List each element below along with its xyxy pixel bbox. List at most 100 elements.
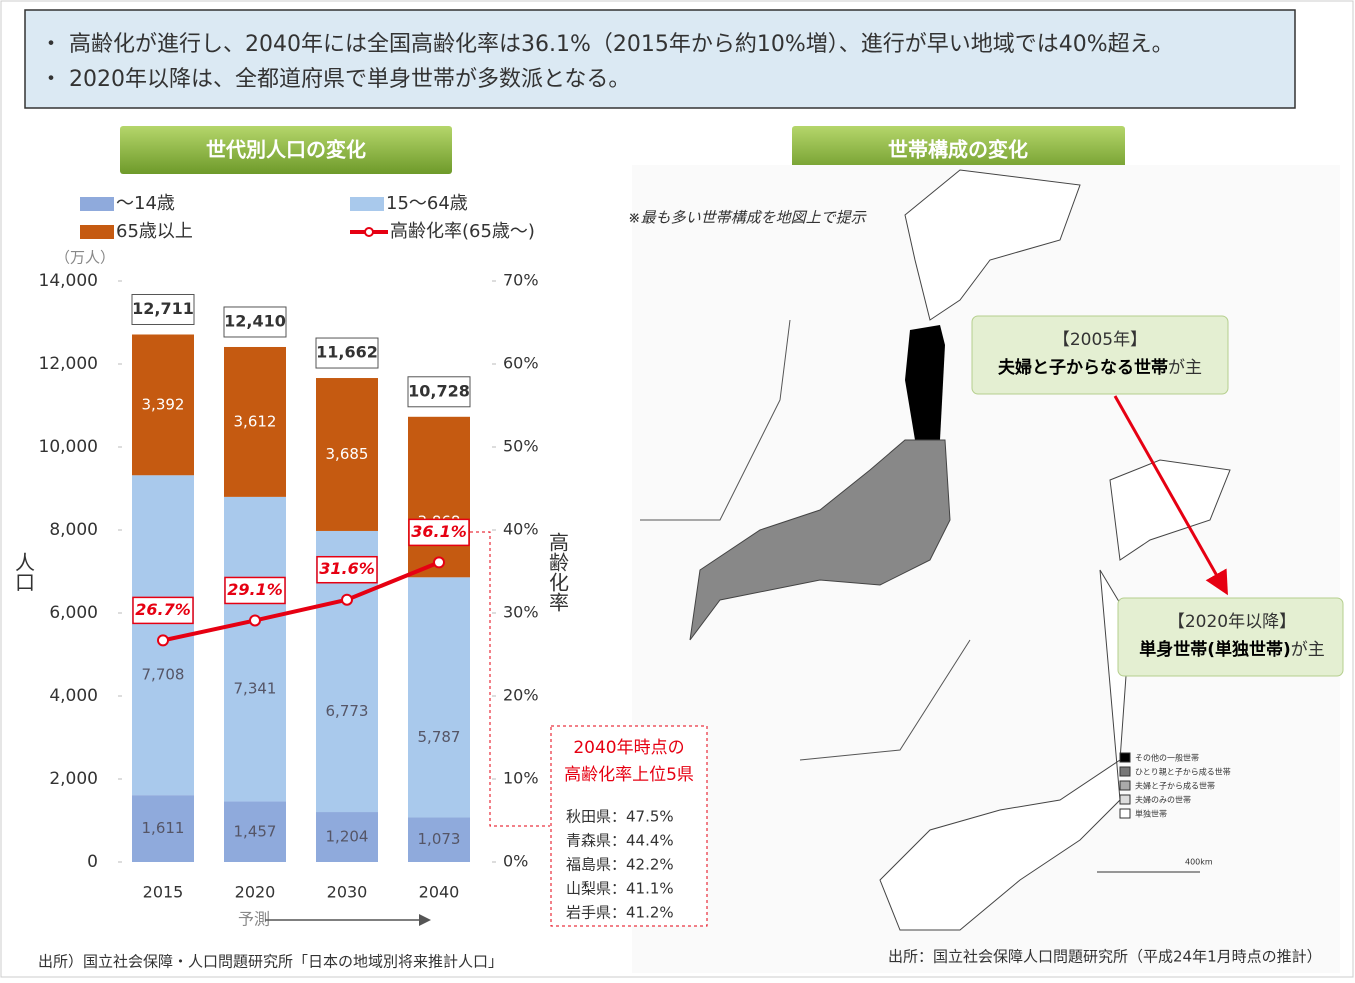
box-text: 夫婦と子からなる世帯が主 bbox=[998, 357, 1202, 378]
map-legend: その他の一般世帯ひとり親と子から成る世帯夫婦と子から成る世帯夫婦のみの世帯単独世… bbox=[1119, 752, 1231, 819]
map-note: ※最も多い世帯構成を地図上で提示 bbox=[628, 209, 868, 227]
callout-item: 青森県：44.4% bbox=[566, 832, 674, 850]
legend-swatch bbox=[1119, 794, 1131, 805]
box-text: 単身世帯(単独世帯)が主 bbox=[1139, 639, 1325, 660]
header-box bbox=[24, 9, 1296, 109]
map-title: 世帯構成の変化 bbox=[888, 138, 1028, 162]
chart-title: 世代別人口の変化 bbox=[206, 138, 366, 162]
callout-leader bbox=[470, 531, 550, 827]
total-box bbox=[407, 376, 471, 408]
legend-swatch bbox=[1119, 808, 1131, 819]
legend-label: 65歳以上 bbox=[116, 221, 193, 242]
bar-segment bbox=[224, 801, 286, 862]
value-label: 1,611 bbox=[142, 819, 185, 837]
value-label: 3,392 bbox=[142, 395, 185, 413]
y-tick-label: 4,000 bbox=[49, 686, 98, 706]
rate-label: 26.7% bbox=[135, 600, 191, 619]
callout-item: 山梨県：41.1% bbox=[566, 880, 674, 898]
callout-item: 岩手県：41.2% bbox=[566, 904, 674, 922]
rate-box bbox=[132, 596, 194, 625]
box-suffix: が主 bbox=[1168, 358, 1202, 378]
bar-segment bbox=[316, 812, 378, 862]
y2-tick-label: 0% bbox=[503, 852, 528, 871]
bar-segment bbox=[132, 795, 194, 862]
y-tick-label: 12,000 bbox=[39, 354, 98, 374]
bar-segment bbox=[316, 378, 378, 531]
callout-item: 秋田県：47.5% bbox=[566, 808, 674, 826]
region bbox=[905, 325, 945, 440]
legend-label: 高齢化率(65歳～) bbox=[390, 221, 535, 242]
x-tick-label: 2030 bbox=[327, 883, 368, 902]
y-tick-label: 10,000 bbox=[39, 437, 98, 457]
total-label: 12,410 bbox=[224, 311, 286, 330]
rate-box bbox=[408, 518, 470, 547]
rate-label: 31.6% bbox=[319, 559, 375, 578]
bar-segment bbox=[408, 416, 470, 578]
rate-label: 29.1% bbox=[227, 580, 283, 599]
callout-title: 高齢化率上位5県 bbox=[564, 765, 694, 785]
inset-line bbox=[640, 319, 791, 521]
legend-label: 単独世帯 bbox=[1135, 809, 1167, 819]
y-label: 人口 bbox=[12, 552, 36, 592]
inset-line bbox=[799, 639, 971, 761]
legend-swatch bbox=[1119, 780, 1131, 791]
rate-point bbox=[433, 556, 445, 569]
rate-point bbox=[249, 614, 261, 627]
arrow bbox=[1113, 395, 1228, 596]
legend-swatch bbox=[1119, 766, 1131, 777]
legend-label: ～14歳 bbox=[116, 193, 175, 214]
value-label: 1,457 bbox=[234, 822, 277, 840]
callout-box bbox=[971, 315, 1229, 395]
value-label: 6,773 bbox=[326, 702, 369, 720]
scale-label: 400km bbox=[1185, 858, 1213, 867]
region bbox=[904, 169, 1081, 321]
bullet: ・ 2020年以降は、全都道府県で単身世帯が多数派となる。 bbox=[40, 67, 630, 92]
rate-point bbox=[157, 634, 169, 647]
value-label: 5,787 bbox=[418, 728, 461, 746]
region bbox=[689, 439, 951, 641]
y-unit: （万人） bbox=[55, 249, 115, 267]
total-box bbox=[131, 293, 195, 325]
y2-tick-label: 50% bbox=[503, 437, 539, 456]
box-year: 【2020年以降】 bbox=[1168, 612, 1296, 632]
y2-label: 高齢化率 bbox=[546, 532, 570, 612]
forecast-label: 予測 bbox=[238, 910, 270, 929]
y2-tick-label: 60% bbox=[503, 354, 539, 373]
callout-box bbox=[1117, 597, 1344, 677]
bar-segment bbox=[132, 334, 194, 476]
legend-swatch bbox=[80, 225, 114, 239]
box-bold: 単身世帯(単独世帯) bbox=[1139, 639, 1291, 660]
value-label: 3,612 bbox=[234, 412, 277, 430]
rate-point bbox=[341, 593, 353, 606]
y-tick-label: 0 bbox=[87, 852, 98, 872]
legend-label: ひとり親と子から成る世帯 bbox=[1135, 767, 1231, 777]
y2-tick-label: 10% bbox=[503, 769, 539, 788]
bullet: ・ 高齢化が進行し、2040年には全国高齢化率は36.1%（2015年から約10… bbox=[40, 32, 1174, 57]
value-label: 1,073 bbox=[418, 830, 461, 848]
y-tick-label: 8,000 bbox=[49, 520, 98, 540]
legend-swatch bbox=[350, 197, 384, 211]
region bbox=[1109, 459, 1231, 561]
map: 【2005年】 夫婦と子からなる世帯が主 【2020年以降】 単身世帯(単独世帯… bbox=[628, 165, 1344, 973]
map-source: 出所：国立社会保障人口問題研究所（平成24年1月時点の推計） bbox=[888, 948, 1322, 966]
total-label: 11,662 bbox=[316, 343, 378, 362]
legend-label: 夫婦と子から成る世帯 bbox=[1135, 781, 1215, 791]
callout-title: 2040年時点の bbox=[573, 738, 684, 758]
box-suffix: が主 bbox=[1291, 640, 1325, 660]
bar-segment bbox=[408, 577, 470, 818]
rate-box bbox=[224, 576, 286, 605]
rate-box bbox=[316, 555, 378, 584]
y-tick-label: 6,000 bbox=[49, 603, 98, 623]
y-tick-label: 14,000 bbox=[39, 271, 98, 291]
value-label: 1,204 bbox=[326, 828, 369, 846]
value-label: 7,341 bbox=[234, 680, 277, 698]
x-tick-label: 2020 bbox=[235, 883, 276, 902]
callout-item: 福島県：42.2% bbox=[566, 856, 674, 874]
bar-segment bbox=[224, 346, 286, 497]
legend-swatch bbox=[80, 197, 114, 211]
bar-segment bbox=[408, 817, 470, 862]
y2-tick-label: 20% bbox=[503, 686, 539, 705]
title-button bbox=[792, 126, 1125, 174]
